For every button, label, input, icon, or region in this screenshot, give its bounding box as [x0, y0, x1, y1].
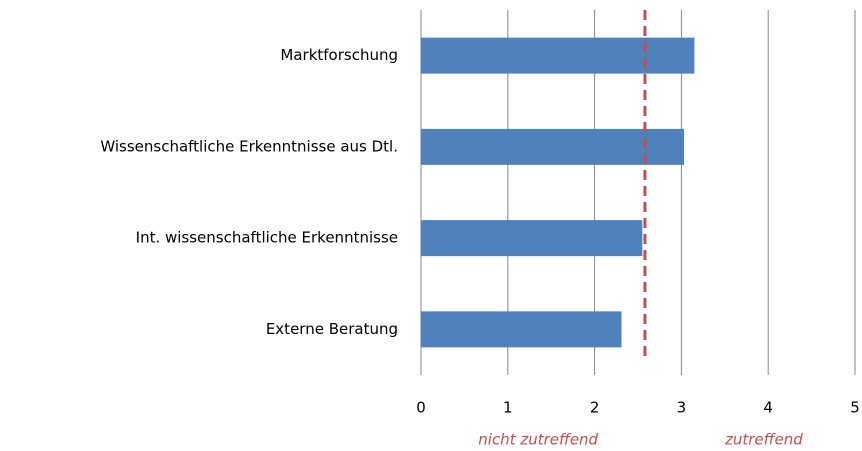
bar [421, 220, 643, 257]
annotation: zutreffend [724, 431, 803, 449]
bar [421, 128, 685, 165]
bar [421, 37, 695, 74]
bar [421, 311, 622, 348]
x-tick-label: 2 [590, 399, 600, 417]
x-tick-label: 5 [850, 399, 860, 417]
annotation: nicht zutreffend [478, 431, 598, 449]
y-tick-label: Wissenschaftliche Erkenntnisse aus Dtl. [100, 137, 398, 155]
y-tick-label: Int. wissenschaftliche Erkenntnisse [136, 229, 398, 247]
x-tick-label: 3 [677, 399, 687, 417]
x-tick-label: 1 [503, 399, 513, 417]
x-tick-label: 4 [763, 399, 773, 417]
x-tick-label: 0 [416, 399, 426, 417]
y-tick-label: Externe Beratung [266, 320, 398, 338]
y-tick-label: Marktforschung [280, 46, 398, 64]
